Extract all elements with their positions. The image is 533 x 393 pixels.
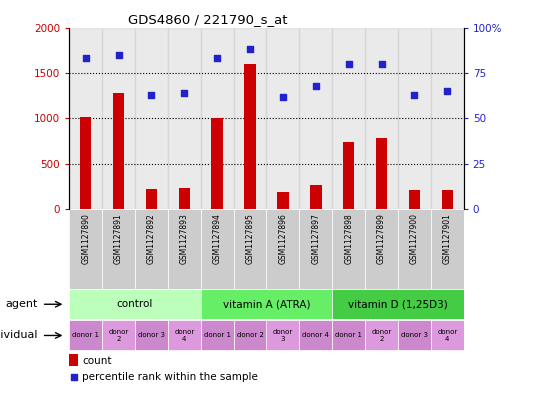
Text: GSM1127892: GSM1127892 xyxy=(147,213,156,264)
Bar xyxy=(179,188,190,209)
Point xyxy=(302,288,310,294)
Text: GSM1127895: GSM1127895 xyxy=(246,213,255,264)
Point xyxy=(279,94,287,100)
Text: GSM1127890: GSM1127890 xyxy=(81,213,90,264)
Bar xyxy=(233,28,266,209)
Bar xyxy=(266,209,300,288)
Text: GSM1127894: GSM1127894 xyxy=(213,213,222,264)
Text: GSM1127891: GSM1127891 xyxy=(114,213,123,264)
Bar xyxy=(300,209,332,288)
Bar xyxy=(365,320,398,351)
Text: donor
4: donor 4 xyxy=(437,329,457,342)
Point xyxy=(410,92,418,98)
Bar xyxy=(431,320,464,351)
Point xyxy=(114,51,123,58)
Text: donor 3: donor 3 xyxy=(401,332,428,338)
Text: percentile rank within the sample: percentile rank within the sample xyxy=(82,372,258,382)
Text: GSM1127901: GSM1127901 xyxy=(443,213,452,264)
Point xyxy=(180,90,189,96)
Bar xyxy=(69,354,78,366)
Text: donor
4: donor 4 xyxy=(174,329,195,342)
Bar xyxy=(277,192,289,209)
Text: donor 2: donor 2 xyxy=(237,332,263,338)
Bar xyxy=(135,28,168,209)
Text: GSM1127900: GSM1127900 xyxy=(410,213,419,264)
Bar xyxy=(343,142,354,209)
Point xyxy=(311,83,320,89)
Text: control: control xyxy=(117,299,153,309)
Text: donor 1: donor 1 xyxy=(204,332,231,338)
Text: donor
2: donor 2 xyxy=(109,329,128,342)
Bar xyxy=(233,209,266,288)
Bar xyxy=(69,320,102,351)
Point xyxy=(213,55,221,62)
Bar xyxy=(201,28,233,209)
Text: vitamin A (ATRA): vitamin A (ATRA) xyxy=(223,299,310,309)
Bar xyxy=(300,320,332,351)
Text: donor 4: donor 4 xyxy=(302,332,329,338)
Bar xyxy=(266,28,300,209)
Bar xyxy=(168,209,201,288)
Text: GSM1127898: GSM1127898 xyxy=(344,213,353,264)
Bar xyxy=(266,320,300,351)
Text: donor 1: donor 1 xyxy=(335,332,362,338)
Text: count: count xyxy=(82,356,111,365)
Bar xyxy=(398,28,431,209)
Bar xyxy=(168,28,201,209)
Bar xyxy=(69,209,102,288)
Bar xyxy=(146,189,157,209)
Point xyxy=(246,46,254,52)
Text: individual: individual xyxy=(0,331,38,340)
Bar xyxy=(441,190,453,209)
Bar xyxy=(69,289,201,319)
Bar xyxy=(365,209,398,288)
Bar xyxy=(233,320,266,351)
Bar xyxy=(201,289,332,319)
Point xyxy=(377,61,386,67)
Bar xyxy=(300,28,332,209)
Bar xyxy=(102,28,135,209)
Point xyxy=(443,88,451,94)
Point xyxy=(82,55,90,62)
Bar xyxy=(365,28,398,209)
Bar xyxy=(80,116,92,209)
Text: donor 3: donor 3 xyxy=(138,332,165,338)
Bar xyxy=(310,185,321,209)
Bar xyxy=(409,190,420,209)
Bar xyxy=(212,118,223,209)
Bar xyxy=(431,28,464,209)
Bar xyxy=(332,320,365,351)
Bar xyxy=(332,28,365,209)
Bar xyxy=(332,289,464,319)
Bar xyxy=(168,320,201,351)
Point xyxy=(147,92,156,98)
Bar xyxy=(102,209,135,288)
Bar xyxy=(376,138,387,209)
Bar xyxy=(102,320,135,351)
Bar xyxy=(135,209,168,288)
Bar xyxy=(398,209,431,288)
Bar xyxy=(431,209,464,288)
Text: GSM1127897: GSM1127897 xyxy=(311,213,320,264)
Bar xyxy=(201,209,233,288)
Bar xyxy=(201,320,233,351)
Text: GSM1127899: GSM1127899 xyxy=(377,213,386,264)
Text: GSM1127896: GSM1127896 xyxy=(278,213,287,264)
Text: vitamin D (1,25D3): vitamin D (1,25D3) xyxy=(348,299,448,309)
Text: donor
2: donor 2 xyxy=(372,329,392,342)
Bar xyxy=(332,209,365,288)
Bar xyxy=(135,320,168,351)
Text: donor 1: donor 1 xyxy=(72,332,99,338)
Bar xyxy=(244,64,256,209)
Bar xyxy=(398,320,431,351)
Point xyxy=(344,61,353,67)
Text: GDS4860 / 221790_s_at: GDS4860 / 221790_s_at xyxy=(128,13,288,26)
Bar xyxy=(113,93,124,209)
Bar xyxy=(69,28,102,209)
Text: donor
3: donor 3 xyxy=(273,329,293,342)
Text: GSM1127893: GSM1127893 xyxy=(180,213,189,264)
Text: agent: agent xyxy=(5,299,38,309)
